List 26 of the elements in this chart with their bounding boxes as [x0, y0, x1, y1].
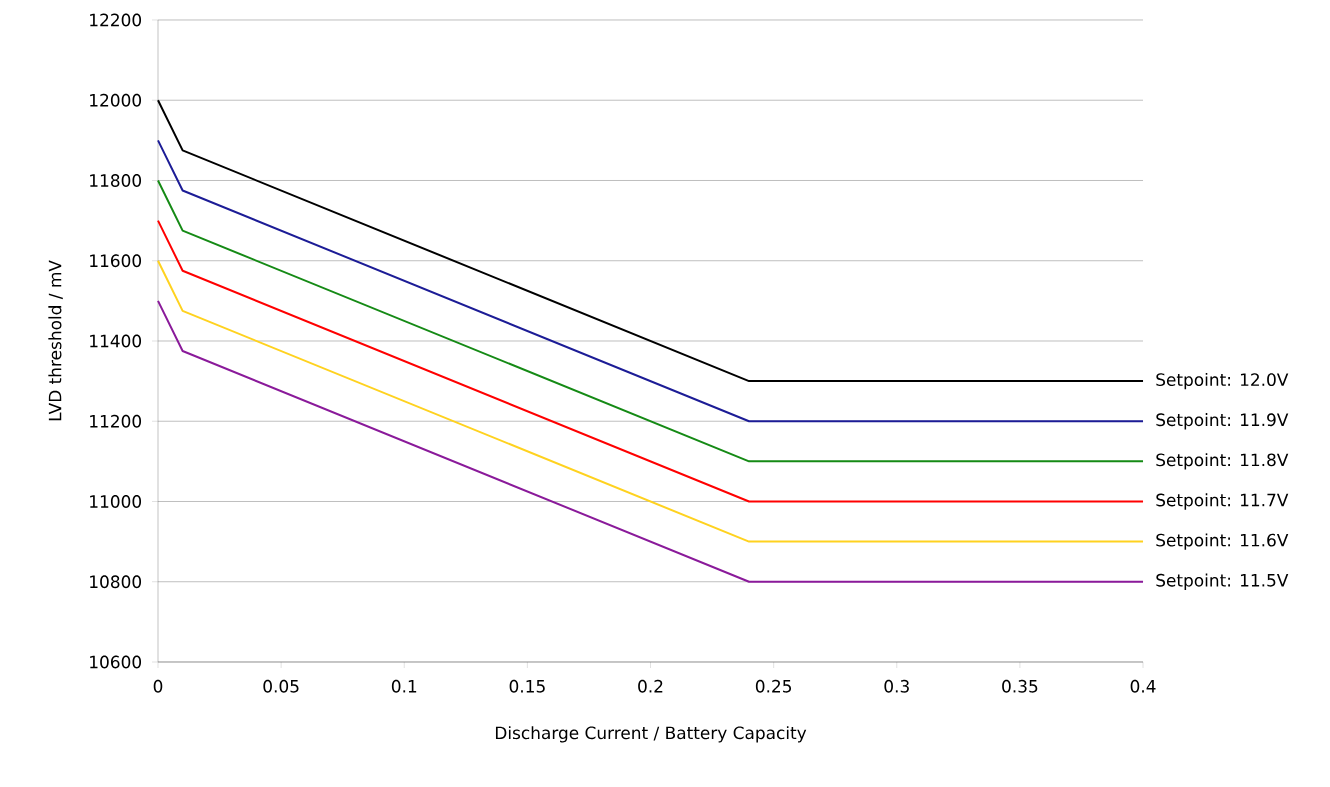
y-tick-label: 10800: [90, 575, 142, 589]
y-tick-label: 12200: [90, 13, 142, 27]
x-tick-label: 0.25: [755, 679, 792, 693]
series-label: Setpoint: 11.9V: [1156, 413, 1289, 430]
y-tick-label: 11600: [90, 254, 142, 268]
x-tick-label: 0: [153, 679, 163, 693]
y-axis-title: LVD threshold / mV: [48, 260, 63, 421]
x-tick-label: 0.3: [884, 679, 909, 693]
series-label: Setpoint: 11.8V: [1156, 453, 1289, 470]
series-label: Setpoint: 12.0V: [1156, 372, 1289, 390]
y-tick-label: 10600: [90, 655, 142, 669]
x-tick-label: 0.1: [391, 679, 417, 693]
y-tick-label: 11400: [90, 334, 142, 348]
x-tick-label: 0.4: [1130, 679, 1156, 693]
y-tick-label: 11200: [90, 414, 142, 428]
x-tick-label: 0.2: [638, 679, 663, 693]
y-tick-label: 11000: [90, 495, 142, 508]
series-label: Setpoint: 11.5V: [1156, 573, 1289, 590]
x-tick-label: 0.35: [1002, 679, 1038, 693]
series-label: Setpoint: 11.7V: [1156, 493, 1289, 510]
x-axis-title: Discharge Current / Battery Capacity: [495, 726, 807, 743]
y-tick-label: 12000: [90, 93, 142, 107]
x-tick-label: 0.05: [263, 679, 299, 693]
x-tick-label: 0.15: [509, 679, 545, 693]
y-tick-label: 11800: [90, 174, 142, 187]
series-label: Setpoint: 11.6V: [1156, 533, 1289, 550]
